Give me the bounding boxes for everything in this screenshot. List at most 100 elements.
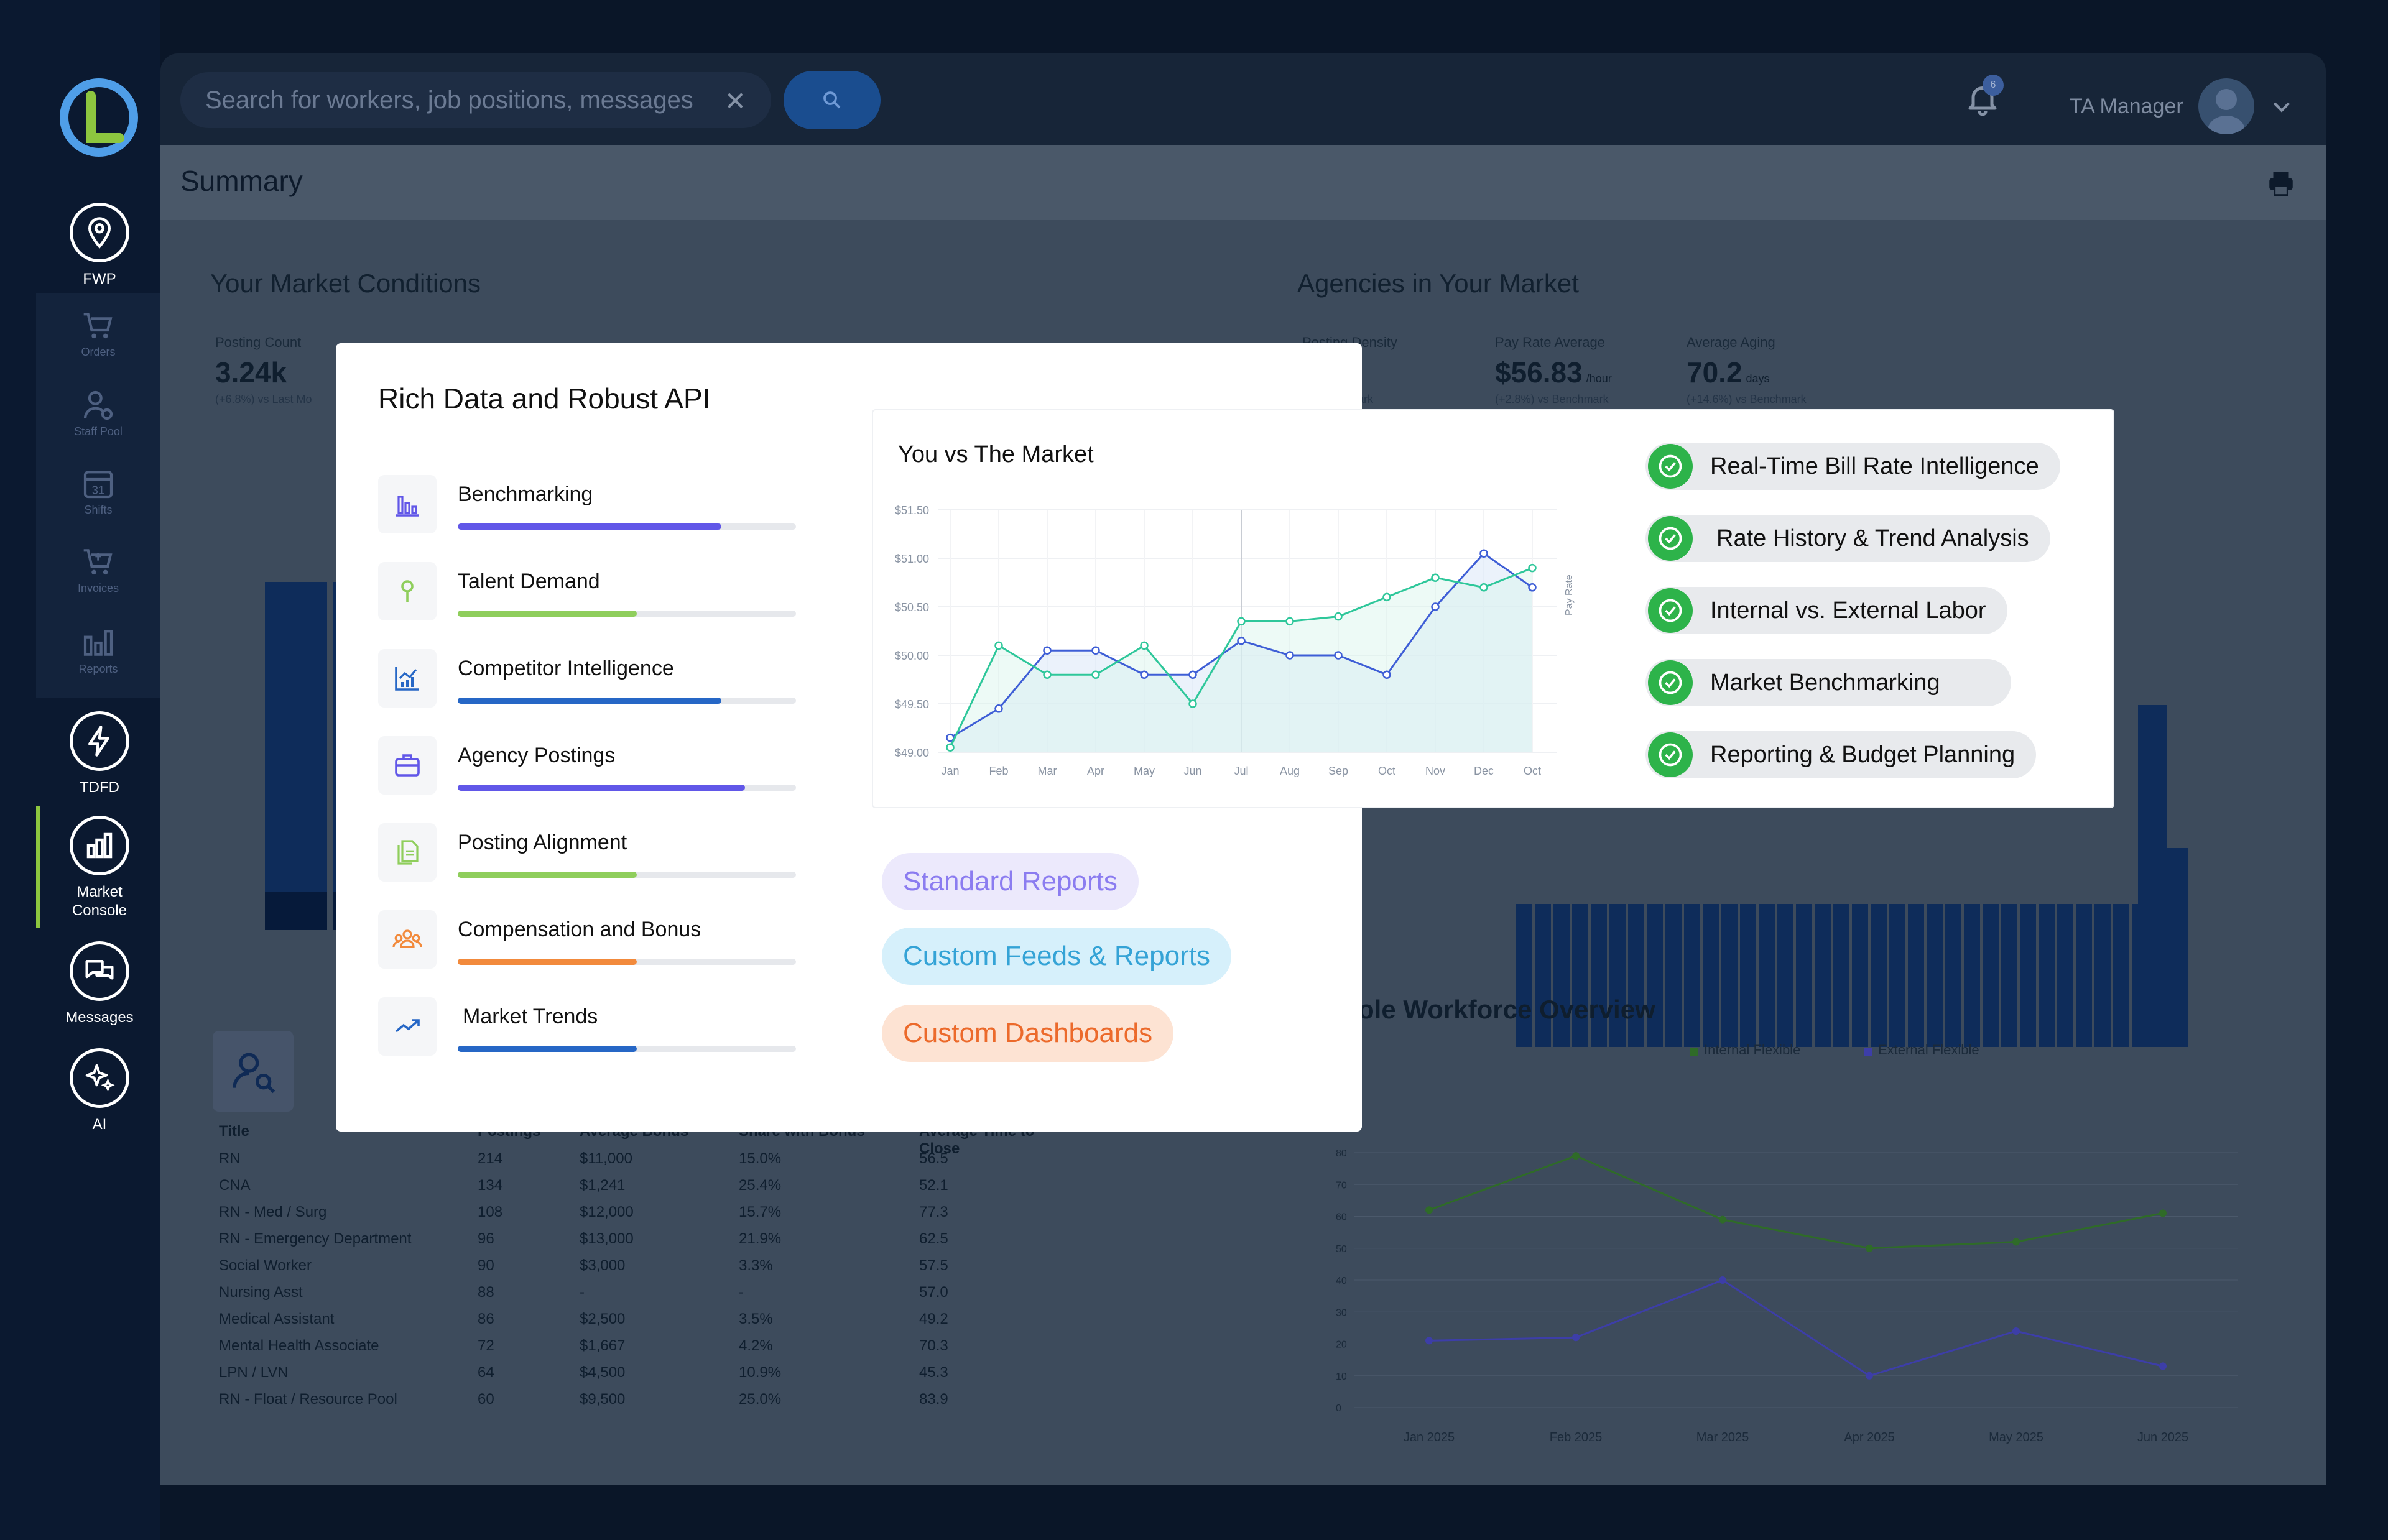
x-tick-label: Jun 2025 xyxy=(2137,1431,2188,1444)
series-line xyxy=(1428,1155,2164,1250)
clear-search-icon[interactable]: ✕ xyxy=(724,86,746,116)
check-circle-icon xyxy=(1648,660,1693,705)
search-icon xyxy=(823,91,841,109)
legend-label: External Flexible xyxy=(1878,1042,1979,1058)
agency-bar xyxy=(1703,904,1719,1047)
sidebar-item-label: AI xyxy=(92,1116,107,1133)
data-point xyxy=(1528,563,1537,573)
checklist-item: Reporting & Budget Planning xyxy=(1645,731,2037,778)
sidebar-subitem-staff-pool[interactable]: Staff Pool xyxy=(36,388,160,438)
custom-dashboards-pill[interactable]: Custom Dashboards xyxy=(882,1005,1174,1062)
table-row: Social Worker 90 $3,000 3.3% 57.5 xyxy=(219,1252,1121,1279)
checklist-label: Real-Time Bill Rate Intelligence xyxy=(1710,453,2039,479)
chat-bubbles-icon xyxy=(70,941,129,1001)
standard-reports-pill[interactable]: Standard Reports xyxy=(882,853,1139,910)
check-circle-icon xyxy=(1648,444,1693,489)
y-tick-label: 20 xyxy=(1336,1340,1347,1350)
sidebar-subitem-label: Shifts xyxy=(84,504,113,516)
table-row: RN - Emergency Department 96 $13,000 21.9% 6… xyxy=(219,1225,1121,1252)
feature-label: Posting Alignment xyxy=(458,831,627,854)
sidebar-subitem-shifts[interactable]: 31 Shifts xyxy=(36,466,160,517)
data-point xyxy=(1425,1337,1433,1345)
app-logo-icon[interactable] xyxy=(58,77,139,158)
sidebar-subitem-orders[interactable]: Orders xyxy=(36,308,160,359)
table-cell: 77.3 xyxy=(919,1203,948,1220)
feature-posting-alignment: Posting Alignment xyxy=(378,823,801,885)
search-input[interactable] xyxy=(205,82,703,118)
data-point xyxy=(1479,583,1488,592)
series-line xyxy=(1428,1279,2164,1377)
y-tick-label: $49.50 xyxy=(895,698,929,711)
top-titles-icon-box xyxy=(213,1031,294,1112)
feature-label: Agency Postings xyxy=(458,744,616,767)
sidebar-item-tdfd[interactable]: TDFD xyxy=(36,711,163,797)
sidebar-item-messages[interactable]: Messages xyxy=(36,941,163,1027)
table-row: RN - Float / Resource Pool 60 $9,500 25.0% 8… xyxy=(219,1386,1121,1413)
table-cell: RN - Float / Resource Pool xyxy=(219,1390,397,1408)
card-title: Rich Data and Robust API xyxy=(378,382,711,415)
table-cell: 86 xyxy=(478,1310,494,1327)
search-button[interactable] xyxy=(784,71,881,129)
data-point xyxy=(1091,646,1100,655)
feature-progress-track xyxy=(458,698,796,704)
bar xyxy=(265,582,327,930)
checklist-item: Real-Time Bill Rate Intelligence xyxy=(1645,443,2060,490)
print-icon[interactable] xyxy=(2264,168,2298,199)
table-cell: 10.9% xyxy=(739,1363,782,1381)
chevron-down-icon xyxy=(2273,102,2290,113)
kpi-label: Posting Count xyxy=(215,334,302,350)
data-point xyxy=(2159,1209,2167,1217)
feature-progress-track xyxy=(458,785,796,791)
x-tick-label: Jul xyxy=(1234,765,1248,777)
sidebar-subitem-reports[interactable]: Reports xyxy=(36,625,160,676)
x-tick-label: Oct xyxy=(1378,765,1395,777)
table-row: Mental Health Associate 72 $1,667 4.2% 70.3 xyxy=(219,1332,1121,1359)
agency-bar xyxy=(2057,904,2073,1047)
lightning-icon xyxy=(70,711,129,771)
agency-bar xyxy=(1927,904,1943,1047)
sidebar-item-fwp[interactable]: FWP xyxy=(36,203,163,288)
table-cell: 62.5 xyxy=(919,1230,948,1247)
data-point xyxy=(1043,646,1052,655)
feature-label: Talent Demand xyxy=(458,569,600,593)
table-cell: 3.3% xyxy=(739,1256,773,1274)
feature-progress-fill xyxy=(458,1046,637,1052)
user-menu[interactable]: TA Manager xyxy=(2070,78,2294,134)
sidebar-subitem-invoices[interactable]: Invoices xyxy=(36,545,160,595)
data-point xyxy=(1140,641,1149,650)
kpi-unit: /hour xyxy=(1586,372,1612,385)
table-cell: 3.5% xyxy=(739,1310,773,1327)
checklist-item: Market Benchmarking xyxy=(1645,659,2011,706)
top-bar: ✕ 6 TA Manager xyxy=(160,53,2326,145)
feature-competitor-intelligence: Competitor Intelligence xyxy=(378,649,801,711)
custom-feeds-pill[interactable]: Custom Feeds & Reports xyxy=(882,928,1231,985)
calendar-day-text: 31 xyxy=(92,483,105,496)
feature-compensation-bonus: Compensation and Bonus xyxy=(378,910,801,972)
table-cell: $1,241 xyxy=(580,1176,626,1194)
agency-bar xyxy=(2039,904,2055,1047)
table-cell: $9,500 xyxy=(580,1390,626,1408)
data-point xyxy=(1431,602,1440,611)
agency-bar xyxy=(1553,904,1570,1047)
y-tick-label: 70 xyxy=(1336,1180,1347,1191)
agency-bar xyxy=(2167,848,2188,1047)
briefcase-icon xyxy=(378,736,437,795)
sidebar-item-market-console[interactable]: Market Console xyxy=(36,816,163,920)
table-cell: 108 xyxy=(478,1203,503,1220)
kpi-delta: (+6.8%) vs Last Mo xyxy=(215,393,312,405)
feature-progress-fill xyxy=(458,611,637,617)
data-point xyxy=(1285,617,1294,626)
legend-swatch xyxy=(1690,1048,1698,1056)
location-pin-icon xyxy=(70,203,129,262)
agency-bar xyxy=(2113,904,2129,1047)
agency-bar xyxy=(1628,904,1644,1047)
kpi-unit: days xyxy=(1746,372,1770,385)
table-cell: LPN / LVN xyxy=(219,1363,289,1381)
data-point xyxy=(1572,1152,1580,1160)
feature-label: Benchmarking xyxy=(458,482,593,506)
sidebar-item-ai[interactable]: AI xyxy=(36,1048,163,1134)
agency-bar xyxy=(2020,904,2036,1047)
notifications-button[interactable]: 6 xyxy=(1964,75,2004,122)
data-point xyxy=(994,704,1003,713)
x-tick-label: Mar 2025 xyxy=(1696,1431,1749,1444)
